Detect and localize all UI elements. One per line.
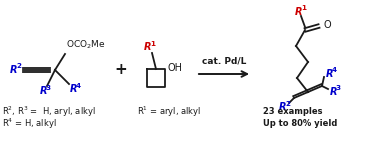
- Text: 2: 2: [16, 63, 21, 69]
- Text: 2: 2: [285, 101, 290, 106]
- Text: 1: 1: [301, 6, 306, 12]
- Text: R: R: [144, 42, 152, 52]
- Text: Up to 80% yield: Up to 80% yield: [263, 120, 338, 129]
- Text: R$^{4}$ = H, alkyl: R$^{4}$ = H, alkyl: [2, 117, 57, 131]
- Text: R: R: [279, 102, 287, 112]
- Text: R: R: [326, 69, 334, 79]
- Text: 3: 3: [336, 85, 341, 91]
- Text: R: R: [295, 7, 303, 17]
- Text: 4: 4: [76, 83, 81, 88]
- Text: OH: OH: [167, 63, 182, 73]
- Text: 4: 4: [332, 67, 337, 74]
- Text: 3: 3: [46, 84, 51, 90]
- Text: 1: 1: [150, 40, 155, 46]
- Text: OCO$_2$Me: OCO$_2$Me: [66, 38, 106, 51]
- Text: R: R: [70, 84, 78, 94]
- Text: 23 examples: 23 examples: [263, 107, 322, 116]
- Text: R: R: [10, 65, 18, 75]
- Text: R$^{2}$, R$^{3}$ =  H, aryl, alkyl: R$^{2}$, R$^{3}$ = H, aryl, alkyl: [2, 105, 96, 119]
- Text: R: R: [40, 86, 48, 96]
- Text: +: +: [115, 62, 127, 78]
- Text: O: O: [324, 20, 332, 30]
- Text: R: R: [330, 87, 338, 97]
- Text: cat. Pd/L: cat. Pd/L: [202, 56, 246, 65]
- Text: R$^{1}$ = aryl, alkyl: R$^{1}$ = aryl, alkyl: [137, 105, 201, 119]
